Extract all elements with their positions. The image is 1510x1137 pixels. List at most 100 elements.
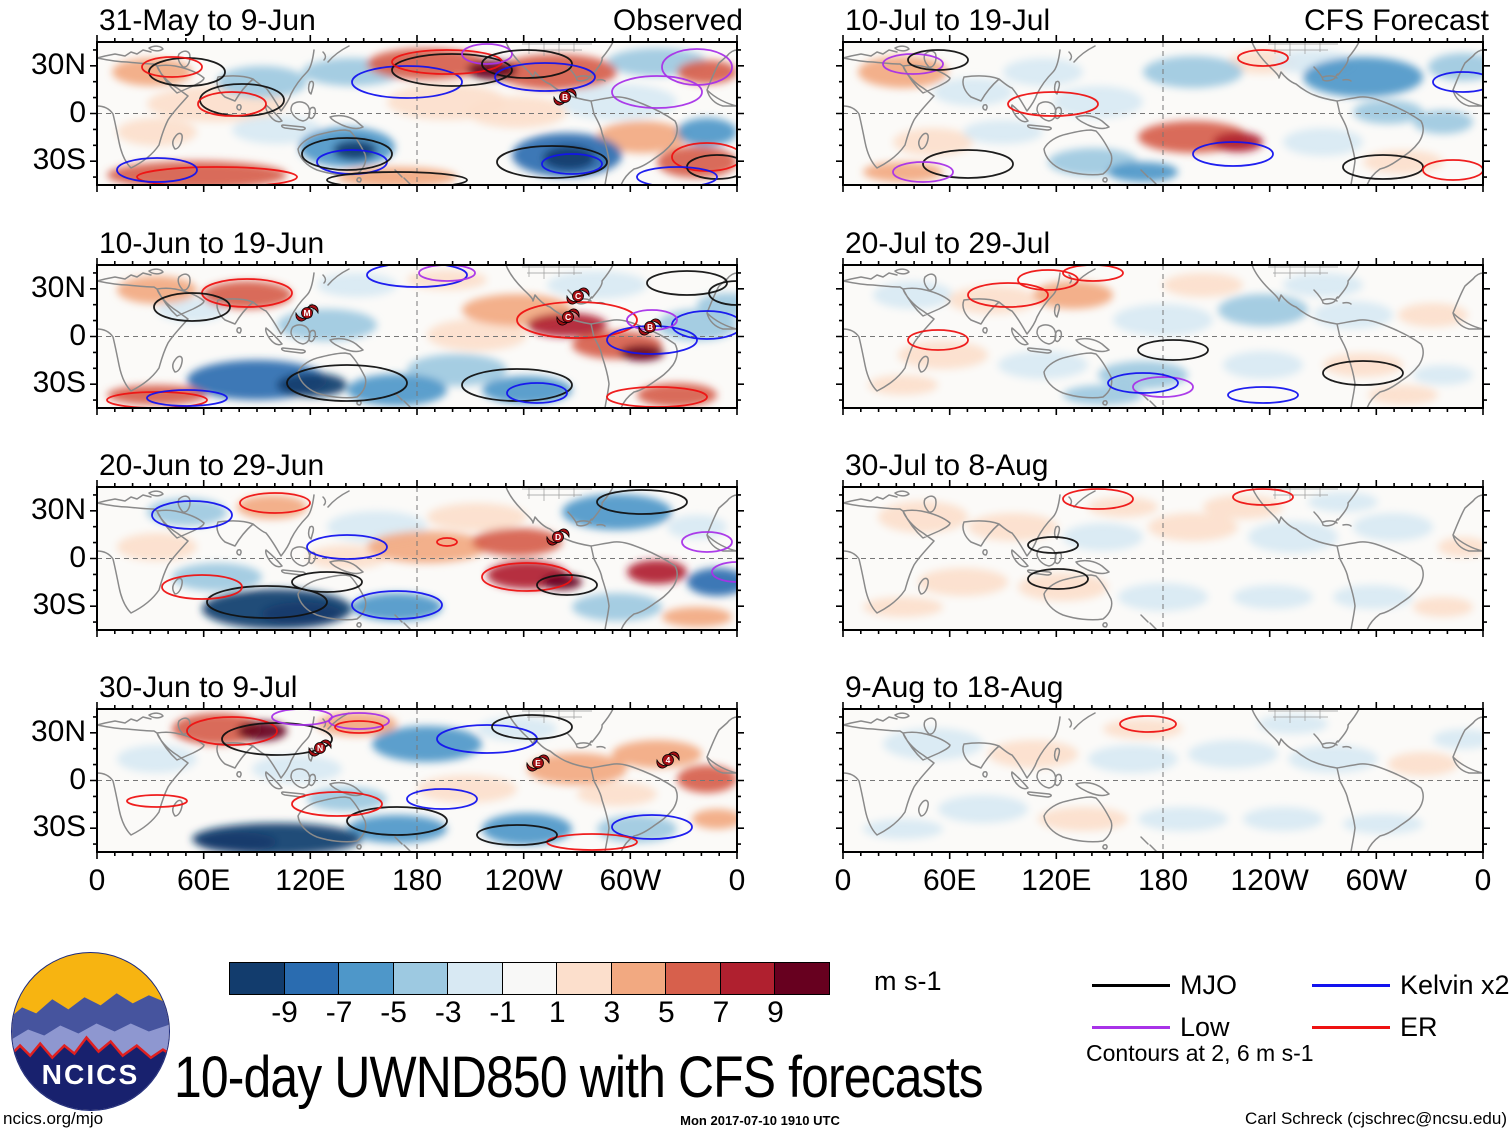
er-contour xyxy=(1237,49,1289,67)
storm-marker: B xyxy=(553,88,577,106)
state-borders xyxy=(1268,709,1338,723)
panel-date-range: 30-Jul to 8-Aug xyxy=(845,449,1049,482)
state-borders xyxy=(1268,265,1338,279)
storm-marker: M xyxy=(295,304,319,322)
contour-levels-note: Contours at 2, 6 m s-1 xyxy=(1086,1040,1314,1066)
colorbar-cell xyxy=(447,962,503,995)
colorbar-cell xyxy=(338,962,394,995)
storm-marker: B xyxy=(638,318,662,336)
longitude-axis-left: 0 60E 120E 180 120W 60W 0 xyxy=(89,864,746,900)
mjo-contour xyxy=(596,489,688,515)
mjo-contour xyxy=(907,49,969,71)
storm-marker: E xyxy=(526,754,550,772)
svg-text:B: B xyxy=(647,322,653,332)
wave-contours xyxy=(116,43,737,185)
state-borders xyxy=(522,487,592,501)
er-contour xyxy=(907,329,969,351)
map-panel xyxy=(836,35,1490,192)
lon-tick-label: 0 xyxy=(728,864,746,897)
lat-tick-label: 30S xyxy=(32,143,86,177)
panel-title: 30-Jul to 8-Aug xyxy=(845,450,1489,484)
low-contour xyxy=(418,265,476,282)
panel-source-label: CFS Forecast xyxy=(1303,4,1489,37)
colorbar-cell xyxy=(719,962,776,995)
axis-ticks xyxy=(836,35,1490,192)
mjo-contour xyxy=(646,270,728,296)
mjo-contour xyxy=(391,53,513,87)
kelvin-contour xyxy=(351,65,463,99)
panel-date-range: 31-May to 9-Jun xyxy=(99,4,316,37)
lat-tick-label: 30S xyxy=(32,588,86,622)
kelvin-contour xyxy=(306,534,388,560)
coastlines xyxy=(843,265,1483,408)
kelvin-contour xyxy=(506,382,568,404)
axis-ticks xyxy=(836,480,1490,637)
wave-contours xyxy=(151,489,737,620)
colorbar-cell xyxy=(556,962,612,995)
lon-tick-label: 0 xyxy=(1474,864,1492,897)
kelvin-contour xyxy=(541,153,603,175)
lat-tick-label: 30N xyxy=(30,492,86,526)
mjo-contour xyxy=(206,585,328,619)
mjo-contour xyxy=(476,824,558,846)
kelvin-contour xyxy=(636,166,718,185)
state-borders xyxy=(522,42,592,56)
axis-ticks xyxy=(90,35,744,192)
panel-title: 30-Jun to 9-Jul xyxy=(99,672,743,706)
lat-tick-label: 30N xyxy=(30,47,86,81)
wave-contours xyxy=(106,265,737,408)
mjo-contour xyxy=(1027,568,1089,590)
kelvin-contour xyxy=(1192,141,1274,167)
mjo-contour xyxy=(496,145,608,179)
colorbar-cell xyxy=(283,962,340,995)
colorbar-cell xyxy=(610,962,667,995)
low-contour xyxy=(461,43,513,65)
state-borders xyxy=(1268,42,1338,56)
lon-tick-label: 60E xyxy=(922,864,977,897)
colorbar-cell xyxy=(501,962,558,995)
storm-marker: C xyxy=(556,308,580,326)
kelvin-contour xyxy=(151,500,233,530)
kelvin-contour xyxy=(146,389,228,407)
storm-marker: C xyxy=(566,287,590,305)
colorbar-tick: -5 xyxy=(380,996,407,1029)
ncics-logo: NCICS xyxy=(11,952,170,1111)
lon-tick-label: 120E xyxy=(1021,864,1092,897)
kelvin-contour xyxy=(1432,71,1483,93)
lat-tick-label: 30S xyxy=(32,810,86,844)
mjo-contour xyxy=(491,714,573,740)
mjo-contour xyxy=(1027,536,1079,554)
lat-tick-label: 0 xyxy=(69,762,86,796)
lat-tick-label: 0 xyxy=(69,95,86,129)
storm-marker: N xyxy=(308,739,332,757)
anomaly-field xyxy=(863,714,1483,839)
storm-markers: N E 4 xyxy=(308,739,680,772)
svg-text:B: B xyxy=(562,92,568,102)
kelvin-legend-label: Kelvin x2 xyxy=(1400,970,1510,1000)
svg-text:D: D xyxy=(555,532,561,542)
panel-border xyxy=(842,41,1484,186)
low-contour xyxy=(661,48,733,86)
low-contour xyxy=(611,75,703,109)
mjo-contour xyxy=(153,292,231,322)
axis-ticks xyxy=(90,480,744,637)
wave-contours xyxy=(1119,715,1177,733)
wave-contours xyxy=(1027,488,1294,590)
er-contour xyxy=(239,492,311,514)
mjo-legend-line xyxy=(1092,984,1170,987)
mjo-contour xyxy=(481,49,573,79)
er-contour xyxy=(161,574,243,600)
longitude-axis-right: 0 60E 120E 180 120W 60W 0 xyxy=(835,864,1492,900)
lon-tick-label: 60E xyxy=(176,864,231,897)
svg-text:C: C xyxy=(565,312,571,322)
anomaly-field xyxy=(863,492,1483,617)
map-panel xyxy=(836,480,1490,637)
kelvin-contour xyxy=(1227,386,1299,404)
er-legend-label: ER xyxy=(1400,1012,1438,1042)
panel-date-range: 20-Jul to 29-Jul xyxy=(845,227,1051,260)
kelvin-contour xyxy=(1107,372,1179,394)
lat-tick-label: 0 xyxy=(69,540,86,574)
map-panel: B xyxy=(90,35,744,192)
storm-marker: 4 xyxy=(656,751,680,769)
colorbar-tick: 7 xyxy=(712,996,730,1029)
